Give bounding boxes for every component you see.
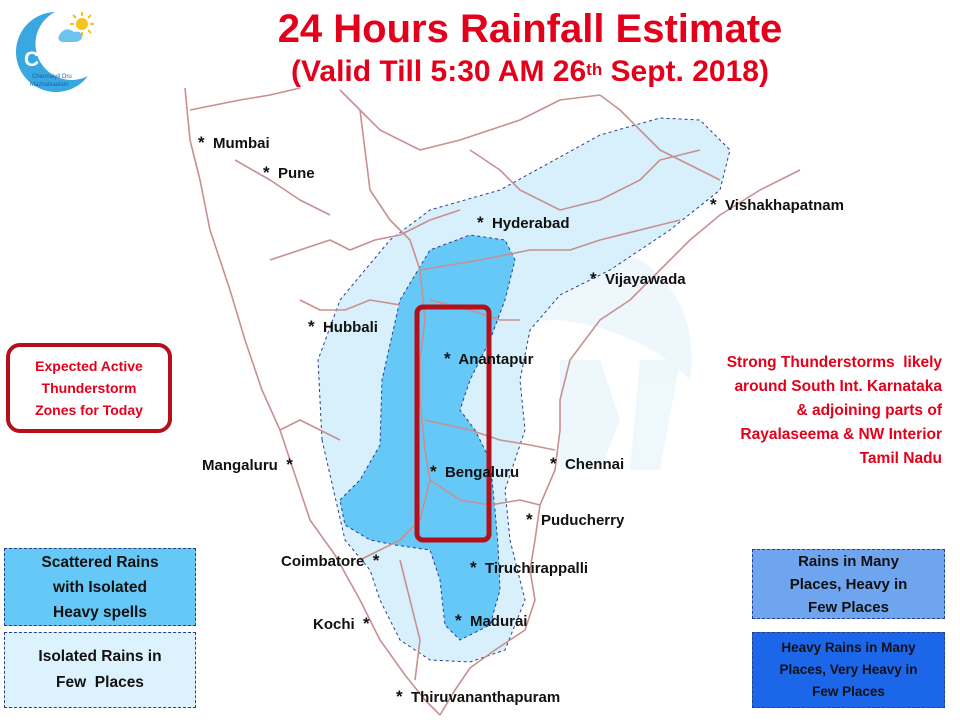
legend-isolated-rains: Isolated Rains in Few Places <box>4 632 196 708</box>
city-mangaluru: Mangaluru * <box>202 456 293 475</box>
legend-rains-many-places: Rains in Many Places, Heavy in Few Place… <box>752 549 945 619</box>
legend-scattered-rains: Scattered Rains with Isolated Heavy spel… <box>4 548 196 626</box>
city-label: Kochi <box>313 616 355 633</box>
legend-line: Rains in Many <box>798 552 899 570</box>
city-label: Vishakhapatnam <box>724 197 844 214</box>
city-marker: * <box>198 133 205 152</box>
city-vishakhapatnam: * Vishakhapatnam <box>710 196 844 215</box>
city-puducherry: * Puducherry <box>526 511 624 530</box>
note-line: around South Int. Karnataka <box>734 378 942 395</box>
note-line: Rayalaseema & NW Interior <box>740 426 942 443</box>
note-line: Strong Thunderstorms likely <box>726 354 942 371</box>
city-hubbali: * Hubbali <box>308 318 378 337</box>
logo-subtext-1: Chennaiyil Oru <box>32 74 72 80</box>
callout-line: Zones for Today <box>35 402 143 418</box>
city-marker: * <box>263 163 270 182</box>
comk-logo: COMK Chennaiyil Oru Mazhaikaalam <box>16 12 94 92</box>
legend-line: Few Places <box>812 684 885 699</box>
city-marker: * <box>372 551 380 570</box>
city-bengaluru: * Bengaluru <box>430 463 519 482</box>
callout-line: Thunderstorm <box>41 380 137 396</box>
city-label: Coimbatore <box>281 553 365 570</box>
city-marker: * <box>590 269 597 288</box>
city-marker: * <box>550 454 557 473</box>
city-label: Anantapur <box>458 351 534 368</box>
city-label: Pune <box>277 165 315 182</box>
city-marker: * <box>470 558 477 577</box>
legend-line: Scattered Rains <box>41 553 159 571</box>
legend-line: Heavy spells <box>53 603 147 621</box>
city-label: Madurai <box>469 613 528 630</box>
city-marker: * <box>396 687 403 706</box>
thunderstorm-zone-callout: Expected Active Thunderstorm Zones for T… <box>6 343 172 433</box>
note-line: & adjoining parts of <box>796 402 942 419</box>
city-marker: * <box>455 611 462 630</box>
page-title: 24 Hours Rainfall Estimate <box>277 7 783 51</box>
city-chennai: * Chennai <box>550 455 624 474</box>
city-label: Bengaluru <box>444 464 520 481</box>
page-subtitle: (Valid Till 5:30 AM 26th Sept. 2018) <box>140 54 920 90</box>
city-thiruvananthapuram: * Thiruvananthapuram <box>396 688 560 707</box>
city-vijayawada: * Vijayawada <box>590 270 686 289</box>
subtitle-pre: (Valid Till 5:30 AM 26 <box>291 55 587 88</box>
city-hyderabad: * Hyderabad <box>477 214 570 233</box>
legend-line: Places, Very Heavy in <box>779 662 918 677</box>
city-label: Tiruchirappalli <box>484 560 589 577</box>
city-anantapur: * Anantapur <box>444 350 533 369</box>
legend-line: Few Places <box>808 598 889 616</box>
thunderstorm-zone-marker <box>414 304 492 543</box>
note-line: Tamil Nadu <box>859 450 942 467</box>
city-label: Puducherry <box>540 512 625 529</box>
city-label: Hubbali <box>322 319 378 336</box>
city-label: Hyderabad <box>491 215 570 232</box>
city-marker: * <box>526 510 533 529</box>
legend-line: Places, Heavy in <box>789 575 908 593</box>
city-pune: * Pune <box>263 164 315 183</box>
city-coimbatore: Coimbatore * <box>281 552 379 571</box>
legend-line: with Isolated <box>53 578 147 596</box>
logo-text: COMK <box>24 48 88 71</box>
state-borders <box>184 87 801 716</box>
city-marker: * <box>477 213 484 232</box>
city-label: Mumbai <box>212 135 270 152</box>
legend-heavy-rains-many-places: Heavy Rains in Many Places, Very Heavy i… <box>752 632 945 708</box>
forecast-note: Strong Thunderstorms likely around South… <box>682 351 942 471</box>
city-label: Mangaluru <box>202 457 278 474</box>
city-marker: * <box>286 455 293 474</box>
city-marker: * <box>308 317 315 336</box>
subtitle-post: Sept. 2018) <box>602 55 769 88</box>
legend-line: Isolated Rains in <box>38 648 162 665</box>
legend-line: Heavy Rains in Many <box>781 640 916 655</box>
city-kochi: Kochi * <box>313 615 370 634</box>
city-mumbai: * Mumbai <box>198 134 270 153</box>
city-label: Thiruvananthapuram <box>410 689 561 706</box>
callout-line: Expected Active <box>35 358 143 374</box>
city-marker: * <box>710 195 717 214</box>
subtitle-sup: th <box>586 60 603 79</box>
city-madurai: * Madurai <box>455 612 527 631</box>
city-marker: * <box>363 614 370 633</box>
legend-line: Few Places <box>56 674 144 691</box>
city-marker: * <box>444 349 451 368</box>
city-marker: * <box>430 462 437 481</box>
logo-subtext-2: Mazhaikaalam <box>30 82 69 88</box>
city-tiruchirappalli: * Tiruchirappalli <box>470 559 588 578</box>
city-label: Vijayawada <box>604 271 686 288</box>
city-label: Chennai <box>564 456 625 473</box>
